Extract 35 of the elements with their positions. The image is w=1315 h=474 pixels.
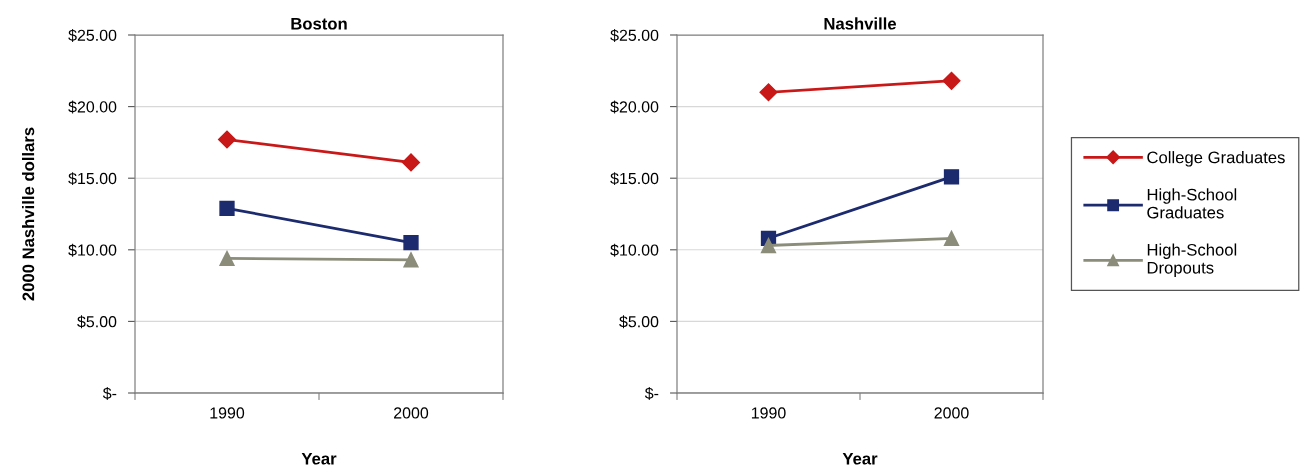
point — [943, 169, 960, 185]
point — [943, 230, 960, 246]
point — [403, 252, 419, 268]
x-tick-label: 2000 — [394, 407, 429, 419]
legend-label: High-School Dropouts — [1147, 243, 1237, 277]
y-tick-label: $20.00 — [68, 100, 117, 114]
y-tick-label: $25.00 — [68, 28, 117, 42]
chart-title: Boston — [291, 17, 347, 30]
x-tick-label: 1990 — [210, 407, 245, 419]
chart-title: Nashville — [824, 17, 897, 30]
legend-label: High-School Graduates — [1147, 188, 1237, 219]
y-tick-label: $10.00 — [68, 243, 117, 257]
y-tick-label: $25.00 — [610, 28, 659, 42]
y-tick-label: $5.00 — [619, 315, 659, 329]
y-axis-title: 2000 Nashville dollars — [22, 127, 35, 301]
x-tick-label: 2000 — [934, 407, 969, 419]
y-tick-label: $15.00 — [68, 172, 117, 186]
x-axis-title: Year — [301, 452, 337, 465]
point — [219, 250, 235, 267]
point — [759, 83, 778, 102]
y-tick-label: $20.00 — [610, 100, 659, 114]
point — [942, 71, 961, 90]
point — [219, 200, 235, 216]
legend-label: College Graduates — [1147, 151, 1285, 167]
x-axis-title: Year — [842, 452, 878, 465]
point — [217, 130, 237, 149]
x-tick-label: 1990 — [751, 407, 786, 419]
y-tick-label: $10.00 — [610, 243, 659, 257]
point — [403, 235, 419, 251]
y-tick-label: $15.00 — [610, 172, 659, 186]
point — [760, 237, 777, 254]
y-tick-label: $- — [102, 386, 117, 400]
y-tick-label: $5.00 — [77, 315, 117, 329]
y-tick-label: $- — [644, 386, 659, 400]
point — [401, 153, 421, 172]
